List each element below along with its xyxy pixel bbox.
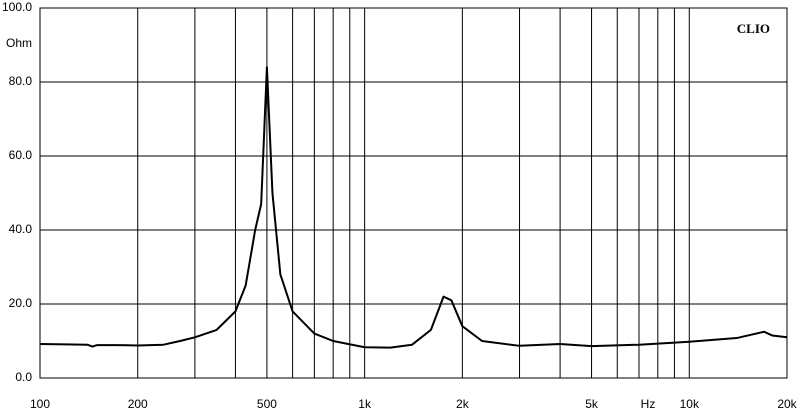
x-tick-label: 200 <box>128 397 148 411</box>
impedance-curve <box>39 66 788 349</box>
x-tick-label: 500 <box>257 397 277 411</box>
annotation: CLIO <box>737 21 770 36</box>
y-tick-label: 20.0 <box>9 296 33 310</box>
x-tick-label: 5k <box>585 397 599 411</box>
x-tick-label: 1k <box>358 397 372 411</box>
y-axis-label: Ohm <box>6 36 32 50</box>
plot-frame <box>39 7 788 379</box>
y-tick-label: 0.0 <box>15 370 32 384</box>
x-tick-label: 100 <box>30 397 50 411</box>
y-tick-label: 80.0 <box>9 74 33 88</box>
x-tick-label: 10k <box>680 397 700 411</box>
x-axis-label: Hz <box>641 397 656 411</box>
y-tick-label: 40.0 <box>9 222 33 236</box>
y-tick-label: 100.0 <box>2 0 32 14</box>
x-tick-label: 20k <box>777 397 797 411</box>
x-tick-label: 2k <box>456 397 470 411</box>
y-tick-label: 60.0 <box>9 148 33 162</box>
